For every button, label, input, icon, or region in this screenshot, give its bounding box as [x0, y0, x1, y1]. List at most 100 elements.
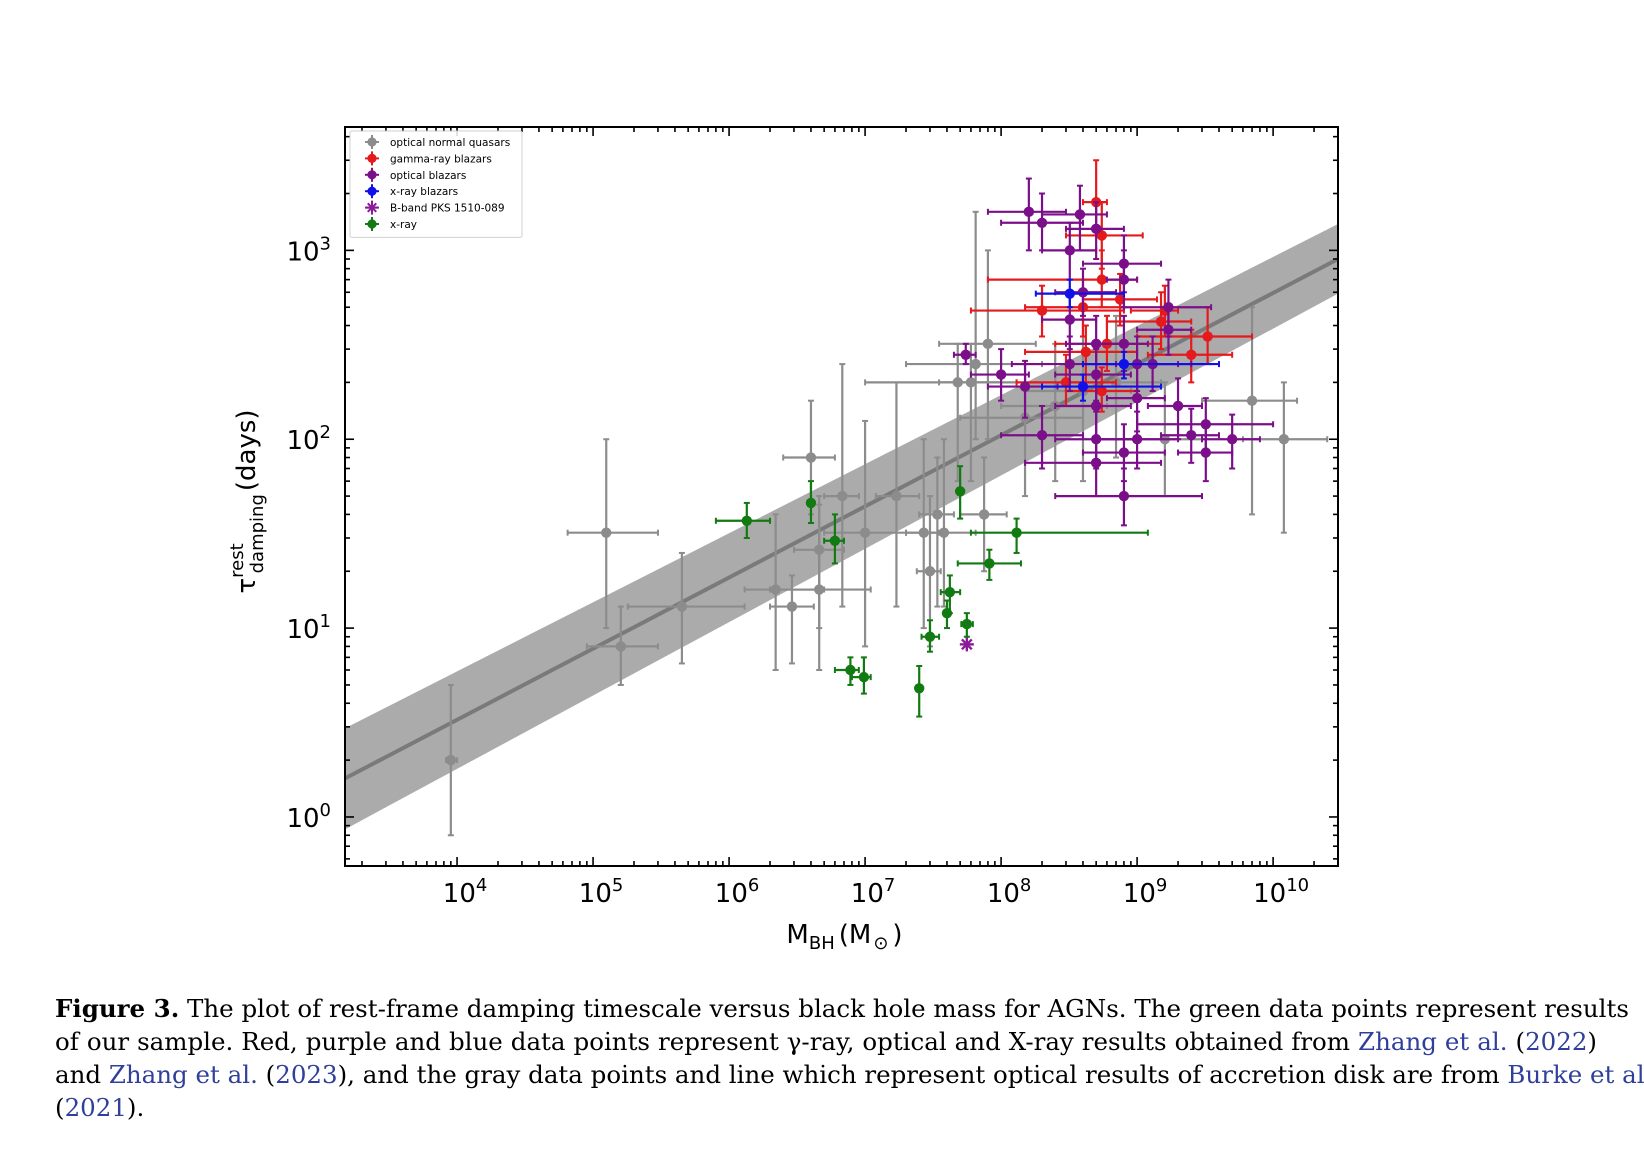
- caption-line-2: of our sample. Red, purple and blue data…: [55, 1027, 1597, 1056]
- tick-label-exponent: 4: [476, 875, 487, 896]
- data-point: [1114, 294, 1126, 305]
- citation-zhang-2022-year[interactable]: 2022: [1525, 1027, 1588, 1056]
- legend-marker-star: [367, 202, 377, 213]
- data-point: [1064, 314, 1075, 325]
- data-point: [1226, 434, 1238, 445]
- tick-label-base: 10: [987, 879, 1020, 909]
- data-point: [1163, 324, 1174, 335]
- tick-label-base: 10: [443, 879, 476, 909]
- tick-label-exponent: 6: [748, 875, 759, 896]
- caption-text-1: The plot of rest-frame damping timescale…: [187, 994, 1629, 1023]
- tick-label-base: 10: [579, 879, 612, 909]
- legend-label: B-band PKS 1510-089: [390, 203, 505, 215]
- data-point: [1060, 377, 1072, 388]
- data-point: [829, 535, 841, 546]
- data-point: [924, 631, 936, 642]
- legend-marker: [367, 170, 377, 180]
- data-point: [1019, 381, 1031, 392]
- data-point: [741, 515, 753, 526]
- legend-label: optical normal quasars: [390, 137, 510, 149]
- y-tick-label: 100: [286, 800, 331, 834]
- data-point: [1036, 430, 1048, 441]
- x-label-close: ): [892, 920, 902, 950]
- tick-label-exponent: 5: [612, 875, 623, 896]
- tick-label-exponent: 3: [320, 233, 331, 254]
- data-point: [995, 369, 1007, 380]
- data-point: [1064, 245, 1075, 256]
- legend: optical normal quasars gamma-ray blazars o…: [349, 130, 523, 238]
- legend-label: optical blazars: [390, 170, 466, 182]
- data-point: [615, 641, 627, 652]
- tick-label-base: 10: [1123, 879, 1156, 909]
- tick-label-exponent: 8: [1020, 875, 1031, 896]
- caption-text-3b: ), and the gray data points and line whi…: [337, 1060, 1508, 1089]
- legend-item: optical normal quasars: [365, 135, 510, 149]
- caption-text-4: ).: [126, 1093, 145, 1122]
- caption-line-1: Figure 3. The plot of rest-frame damping…: [55, 992, 1629, 1025]
- caption-text-2: of our sample. Red, purple and blue data…: [55, 1027, 1359, 1056]
- data-point: [1064, 358, 1075, 370]
- data-point: [1080, 346, 1092, 358]
- y-label-sup: rest: [227, 543, 248, 578]
- data-point: [837, 490, 848, 502]
- figure-label: Figure 3.: [55, 994, 180, 1023]
- legend-item: x-ray blazars: [365, 184, 458, 199]
- data-point: [1278, 434, 1290, 445]
- figure-caption: Figure 3. The plot of rest-frame damping…: [55, 992, 1644, 1124]
- caption-line-4: (2021).: [55, 1093, 145, 1122]
- y-label-rest: (days): [232, 409, 262, 491]
- tick-label-exponent: 2: [320, 422, 331, 443]
- data-point: [1074, 209, 1086, 220]
- data-point: [1246, 395, 1258, 406]
- data-point: [1077, 381, 1089, 392]
- tick-label-base: 10: [286, 426, 319, 456]
- data-point: [982, 338, 994, 350]
- data-point: [1023, 206, 1035, 218]
- data-point: [1064, 288, 1075, 299]
- x-label-rest: (M: [839, 920, 872, 950]
- caption-line-3: and Zhang et al. (2023), and the gray da…: [55, 1058, 1644, 1091]
- legend-label: x-ray blazars: [390, 186, 458, 198]
- data-point: [1202, 331, 1213, 342]
- legend-item: B-band PKS 1510-089: [365, 200, 505, 215]
- citation-zhang-2022-authors[interactable]: Zhang et al.: [1358, 1027, 1508, 1056]
- data-point: [1186, 430, 1197, 441]
- data-point: [1131, 392, 1143, 404]
- citation-burke-2021-authors[interactable]: Burke et al.: [1507, 1060, 1644, 1089]
- data-point: [978, 509, 990, 520]
- data-point: [914, 683, 925, 694]
- data-point: [1090, 369, 1102, 380]
- data-point: [859, 527, 871, 538]
- data-point: [1155, 316, 1167, 327]
- data-point: [965, 377, 977, 388]
- citation-zhang-2023-authors[interactable]: Zhang et al.: [108, 1060, 258, 1089]
- data-point: [924, 566, 936, 577]
- data-point: [1118, 338, 1130, 350]
- data-point: [954, 486, 966, 497]
- x-tick-label: 105: [579, 875, 624, 909]
- tick-label-base: 10: [286, 804, 319, 834]
- legend-marker: [367, 153, 377, 163]
- legend-item: x-ray: [365, 217, 417, 231]
- data-point: [961, 618, 973, 630]
- citation-zhang-2023-year[interactable]: 2023: [275, 1060, 338, 1089]
- citation-burke-2021-year[interactable]: 2021: [64, 1093, 127, 1122]
- data-point: [1118, 274, 1130, 285]
- star-stroke: [961, 638, 973, 651]
- data-point-star: [959, 637, 974, 652]
- tick-label-base: 10: [286, 237, 319, 267]
- x-tick-label: 108: [987, 875, 1032, 909]
- y-tick-label: 103: [286, 233, 331, 267]
- data-point: [1077, 287, 1089, 298]
- data-point: [1090, 223, 1102, 235]
- data-point: [1131, 434, 1143, 445]
- series-b-band-pks-1510-089: [959, 637, 974, 652]
- data-point: [1096, 385, 1107, 397]
- legend-label: gamma-ray blazars: [390, 153, 492, 165]
- data-points-layer: [445, 159, 1329, 837]
- data-point: [1090, 457, 1102, 469]
- x-label-sun: ⊙: [873, 933, 888, 954]
- data-point: [805, 452, 817, 463]
- x-tick-label: 106: [715, 875, 760, 909]
